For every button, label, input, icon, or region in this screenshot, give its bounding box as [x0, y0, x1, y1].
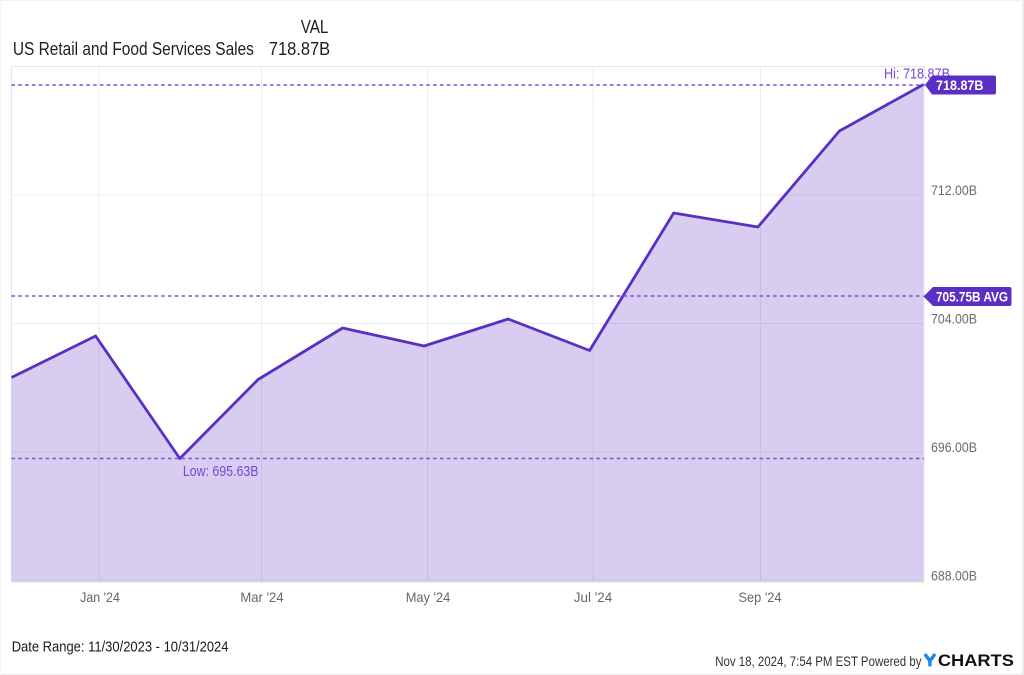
- svg-text:Jan '24: Jan '24: [80, 589, 120, 605]
- svg-text:Jul '24: Jul '24: [574, 589, 613, 605]
- svg-text:688.00B: 688.00B: [931, 568, 977, 584]
- svg-text:718.87B: 718.87B: [269, 39, 330, 59]
- svg-text:704.00B: 704.00B: [931, 311, 977, 327]
- svg-text:Mar '24: Mar '24: [240, 589, 283, 605]
- svg-text:718.87B: 718.87B: [936, 78, 984, 93]
- svg-text:Low: 695.63B: Low: 695.63B: [183, 464, 259, 480]
- svg-text:CHARTS: CHARTS: [938, 651, 1014, 670]
- svg-text:May '24: May '24: [406, 589, 451, 605]
- svg-text:VAL: VAL: [301, 17, 329, 37]
- svg-text:Sep '24: Sep '24: [739, 589, 782, 605]
- svg-text:696.00B: 696.00B: [931, 439, 977, 455]
- svg-text:712.00B: 712.00B: [931, 182, 977, 198]
- svg-text:Nov 18, 2024, 7:54 PM EST Powe: Nov 18, 2024, 7:54 PM EST Powered by: [715, 653, 921, 669]
- svg-text:US Retail and Food Services Sa: US Retail and Food Services Sales: [13, 39, 254, 59]
- svg-text:Date Range: 11/30/2023 - 10/31: Date Range: 11/30/2023 - 10/31/2024: [12, 639, 229, 656]
- svg-text:705.75B AVG: 705.75B AVG: [936, 290, 1008, 305]
